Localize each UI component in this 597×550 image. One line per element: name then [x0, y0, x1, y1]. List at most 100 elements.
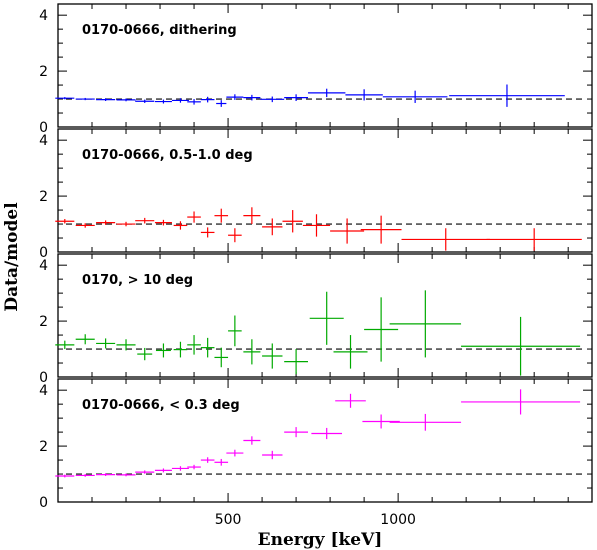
- data-point: [75, 223, 95, 228]
- chart-panels: 0 2 4 0170-0666, dithering 0 2 4 0170-0666, 0.5…: [39, 3, 593, 528]
- data-point: [75, 474, 95, 477]
- y-tick-label: 2: [39, 64, 48, 80]
- data-point: [307, 88, 346, 98]
- data-point: [284, 349, 308, 375]
- data-point: [360, 215, 402, 244]
- data-point: [260, 96, 285, 103]
- panel-label: 0170-0666, dithering: [82, 23, 237, 38]
- y-tick-label: 0: [39, 120, 48, 136]
- x-axis-title: Energy [keV]: [258, 530, 383, 550]
- data-point: [389, 413, 462, 431]
- data-point: [309, 291, 344, 345]
- y-axis-title: Data/model: [2, 202, 22, 312]
- data-point: [302, 214, 331, 237]
- y-tick-label: 4: [39, 258, 48, 274]
- data-point: [226, 94, 244, 100]
- data-point: [187, 211, 201, 223]
- panel-2: 0 2 4 0170-0666, 0.5-1.0 deg: [39, 128, 593, 261]
- data-point: [345, 89, 383, 101]
- y-tick-label: 0: [39, 245, 48, 261]
- data-point: [187, 335, 201, 355]
- data-point: [135, 470, 155, 474]
- data-point: [284, 427, 308, 438]
- data-point: [226, 449, 244, 457]
- data-point: [228, 228, 242, 243]
- data-point: [228, 315, 242, 347]
- panel-4: 0 2 4 0170-0666, < 0.3 deg: [39, 378, 593, 511]
- data-point: [187, 464, 201, 470]
- data-point: [243, 436, 261, 445]
- data-point: [200, 96, 215, 103]
- x-tick-label: 1000: [380, 512, 416, 528]
- data-point: [214, 347, 229, 368]
- panel-label: 0170-0666, 0.5-1.0 deg: [82, 148, 253, 163]
- panel-label: 0170, > 10 deg: [82, 273, 193, 288]
- data-point: [96, 220, 116, 225]
- data-point: [362, 414, 400, 429]
- panel-frame: [57, 3, 593, 128]
- data-point: [187, 99, 201, 105]
- panel-3: 0 2 4 0170, > 10 deg: [39, 253, 593, 386]
- data-point: [75, 334, 95, 345]
- data-point: [389, 290, 462, 358]
- data-point: [216, 100, 227, 107]
- y-tick-label: 2: [39, 314, 48, 330]
- data-point: [262, 343, 283, 369]
- data-point: [311, 427, 343, 440]
- y-tick-label: 2: [39, 189, 48, 205]
- panel-label: 0170-0666, < 0.3 deg: [82, 398, 240, 413]
- x-tick-label: 500: [215, 512, 242, 528]
- data-point: [214, 458, 229, 466]
- data-point: [401, 228, 490, 251]
- data-point: [200, 457, 215, 463]
- data-point: [282, 210, 303, 233]
- data-point: [382, 90, 448, 103]
- data-point: [243, 207, 261, 225]
- data-point: [154, 219, 172, 226]
- data-point: [135, 217, 155, 224]
- data-point: [116, 473, 136, 477]
- data-point: [262, 450, 283, 460]
- data-point: [364, 297, 399, 362]
- data-point: [214, 208, 229, 223]
- data-point: [154, 99, 172, 104]
- data-point: [55, 474, 75, 478]
- data-point: [137, 347, 153, 361]
- data-point: [96, 98, 116, 102]
- y-tick-label: 4: [39, 133, 48, 149]
- data-point: [173, 221, 188, 230]
- data-point: [55, 219, 75, 224]
- data-point: [461, 316, 581, 376]
- y-tick-label: 0: [39, 495, 48, 511]
- data-point: [96, 473, 116, 477]
- data-point: [243, 339, 261, 365]
- data-point: [335, 393, 366, 408]
- y-tick-label: 4: [39, 8, 48, 24]
- data-point: [135, 99, 155, 103]
- y-tick-label: 4: [39, 383, 48, 399]
- data-point: [262, 218, 283, 236]
- data-point: [171, 98, 189, 103]
- data-point: [461, 389, 581, 415]
- data-point: [96, 338, 116, 349]
- data-point: [171, 466, 189, 471]
- data-point: [284, 94, 308, 102]
- panel-frame: [57, 128, 593, 253]
- y-tick-label: 0: [39, 370, 48, 386]
- data-point: [116, 98, 136, 102]
- data-point: [200, 337, 215, 358]
- data-point: [449, 84, 565, 107]
- data-point: [173, 341, 188, 358]
- data-point: [154, 468, 172, 473]
- data-point: [116, 221, 136, 227]
- data-point: [486, 228, 582, 251]
- data-point: [75, 97, 95, 101]
- data-point: [155, 343, 171, 358]
- data-point: [116, 339, 136, 351]
- panel-frame: [57, 378, 593, 503]
- data-point: [55, 97, 75, 100]
- data-point: [330, 218, 365, 244]
- data-point: [55, 340, 75, 350]
- panel-frame: [57, 253, 593, 378]
